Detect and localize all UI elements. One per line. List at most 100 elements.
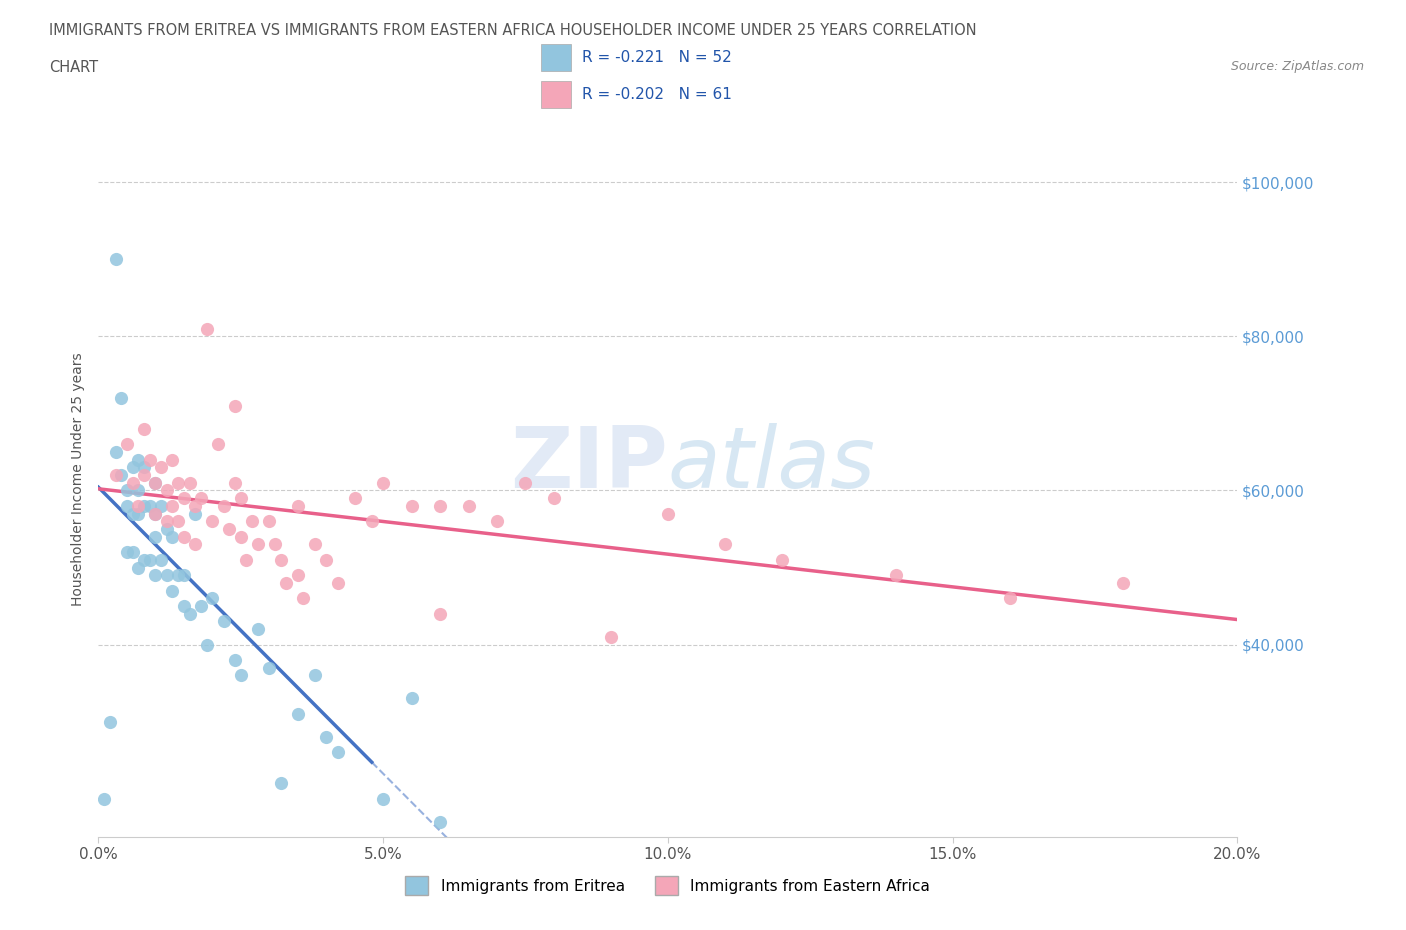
Point [145,475,167,490]
Point [121,545,143,560]
Point [343,491,366,506]
Point [486,514,509,529]
Point [162,452,184,467]
Point [156,567,179,582]
Point [173,599,195,614]
Point [515,475,537,490]
Text: CHART: CHART [49,60,98,75]
Point [1112,576,1135,591]
Point [201,591,224,605]
Point [184,498,207,513]
Point [246,621,269,636]
Point [207,437,229,452]
Point [145,506,167,521]
Point [162,498,184,513]
Point [104,445,127,459]
Point [292,591,315,605]
Text: R = -0.221   N = 52: R = -0.221 N = 52 [582,50,731,65]
Point [264,537,287,551]
Text: Source: ZipAtlas.com: Source: ZipAtlas.com [1230,60,1364,73]
Point [401,498,423,513]
Point [657,506,679,521]
Bar [541,44,571,72]
Point [127,498,149,513]
Point [156,522,179,537]
Point [184,506,207,521]
Point [270,552,292,567]
Point [145,567,167,582]
Point [138,552,160,567]
Point [429,606,451,621]
Point [121,460,143,475]
Point [132,498,155,513]
Point [457,498,479,513]
Point [287,567,309,582]
Point [270,776,292,790]
Point [212,614,235,629]
Point [179,606,201,621]
Point [127,483,149,498]
Point [287,498,309,513]
Point [240,514,263,529]
Point [173,567,195,582]
Point [190,599,212,614]
Point [429,498,451,513]
Point [132,468,155,483]
Point [132,460,155,475]
Point [326,576,349,591]
Point [714,537,737,551]
Point [224,398,246,413]
Point [162,583,184,598]
Point [770,552,793,567]
Point [326,745,349,760]
Point [304,668,326,683]
Point [104,252,127,267]
Point [224,653,246,668]
Point [127,560,149,575]
Point [167,567,190,582]
Text: IMMIGRANTS FROM ERITREA VS IMMIGRANTS FROM EASTERN AFRICA HOUSEHOLDER INCOME UND: IMMIGRANTS FROM ERITREA VS IMMIGRANTS FR… [49,23,977,38]
Point [229,668,252,683]
Point [127,452,149,467]
Point [190,491,212,506]
Point [115,545,138,560]
Point [195,322,218,337]
Point [150,498,173,513]
Point [98,714,121,729]
Point [179,475,201,490]
Point [259,660,281,675]
Point [304,537,326,551]
Point [132,421,155,436]
Point [373,791,395,806]
Point [212,498,235,513]
Point [401,691,423,706]
Point [195,637,218,652]
Point [429,814,451,829]
Point [229,529,252,544]
Point [543,491,565,506]
Point [276,576,298,591]
Point [315,552,337,567]
Point [246,537,269,551]
Point [115,498,138,513]
Point [259,514,281,529]
Legend: Immigrants from Eritrea, Immigrants from Eastern Africa: Immigrants from Eritrea, Immigrants from… [399,870,936,901]
Point [156,514,179,529]
Point [884,567,907,582]
Point [110,468,132,483]
Text: R = -0.202   N = 61: R = -0.202 N = 61 [582,87,731,102]
Point [167,475,190,490]
Point [115,437,138,452]
Point [138,452,160,467]
Point [218,522,240,537]
Point [173,529,195,544]
Point [110,391,132,405]
Point [132,552,155,567]
Point [104,468,127,483]
Point [224,475,246,490]
Point [360,514,382,529]
Point [150,552,173,567]
Point [150,460,173,475]
Text: ZIP: ZIP [510,423,668,506]
Point [145,506,167,521]
